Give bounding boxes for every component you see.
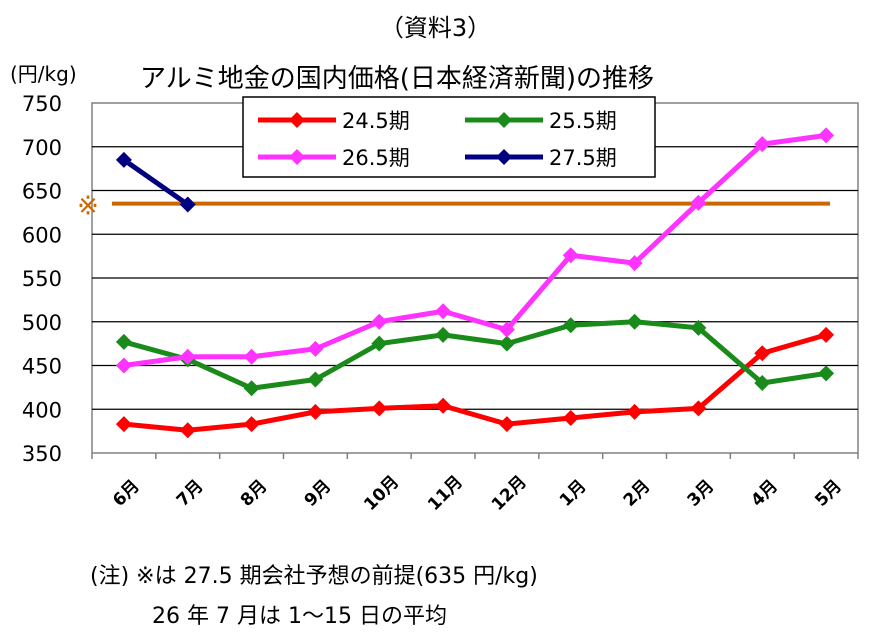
legend-marker	[289, 149, 305, 165]
data-point	[371, 313, 388, 330]
x-tick-label: 4月	[747, 476, 782, 511]
y-tick-label: 350	[22, 442, 62, 466]
legend	[242, 96, 656, 178]
series-line	[123, 332, 827, 433]
data-point	[818, 127, 835, 144]
data-point	[371, 335, 388, 352]
data-point	[435, 326, 452, 343]
reference-marker: ※	[77, 192, 99, 222]
data-point	[371, 400, 388, 417]
x-tick-label: 6月	[109, 476, 144, 511]
x-tick-label: 7月	[173, 476, 208, 511]
data-point	[115, 416, 132, 433]
data-point	[818, 365, 835, 382]
x-tick-label: 1月	[556, 476, 591, 511]
data-point	[626, 403, 643, 420]
legend-label: 24.5期	[342, 109, 410, 133]
data-point	[179, 196, 196, 213]
legend-label: 27.5期	[549, 146, 617, 170]
x-tick-label: 11月	[424, 472, 467, 515]
data-point	[754, 345, 771, 362]
x-tick-label: 5月	[811, 476, 846, 511]
data-point	[498, 416, 515, 433]
data-point	[690, 319, 707, 336]
data-point	[307, 371, 324, 388]
x-tick-label: 2月	[620, 476, 655, 511]
data-point	[626, 255, 643, 272]
data-point	[179, 348, 196, 365]
legend-marker	[496, 149, 512, 165]
legend-marker	[496, 112, 512, 128]
x-tick-label: 8月	[237, 476, 272, 511]
data-point	[243, 380, 260, 397]
data-point	[754, 375, 771, 391]
note-line-1: (注) ※は 27.5 期会社予想の前提(635 円/kg)	[90, 564, 538, 589]
data-point	[562, 410, 579, 426]
data-point	[435, 303, 452, 320]
x-tick-label: 10月	[360, 472, 403, 515]
y-tick-label: 550	[22, 267, 62, 291]
data-point	[626, 313, 643, 330]
x-tick-label: 9月	[301, 476, 336, 511]
data-point	[243, 416, 260, 433]
data-point	[307, 340, 324, 357]
legend-label: 26.5期	[342, 146, 410, 170]
series-line	[123, 319, 827, 391]
y-tick-label: 650	[22, 180, 62, 204]
data-point	[754, 136, 771, 153]
legend-marker	[289, 112, 305, 128]
data-point	[498, 321, 515, 338]
data-point	[115, 151, 132, 168]
y-tick-label: 700	[22, 136, 62, 160]
data-point	[690, 194, 707, 211]
data-point	[115, 333, 132, 350]
y-tick-label: 400	[22, 398, 62, 422]
y-tick-label: 600	[22, 223, 62, 247]
x-tick-label: 3月	[684, 476, 719, 511]
data-point	[435, 397, 452, 414]
note-line-2: 26 年 7 月は 1～15 日の平均	[152, 604, 447, 629]
data-point	[243, 348, 260, 365]
data-point	[690, 400, 707, 417]
data-point	[498, 335, 515, 352]
y-tick-label: 750	[22, 92, 62, 116]
series-line	[123, 132, 827, 368]
x-tick-label: 12月	[488, 472, 531, 515]
chart-title: アルミ地金の国内価格(日本経済新聞)の推移	[140, 64, 655, 94]
y-tick-label: 450	[22, 355, 62, 379]
data-point	[562, 247, 579, 264]
data-point	[307, 403, 324, 420]
data-point	[115, 357, 132, 374]
y-axis-unit-label: (円/kg)	[10, 62, 77, 86]
data-point	[179, 422, 196, 439]
document-label: （資料3）	[379, 14, 492, 42]
y-tick-label: 500	[22, 311, 62, 335]
data-point	[562, 317, 579, 334]
legend-label: 25.5期	[549, 109, 617, 133]
series-line	[122, 157, 190, 207]
data-point	[818, 326, 835, 343]
